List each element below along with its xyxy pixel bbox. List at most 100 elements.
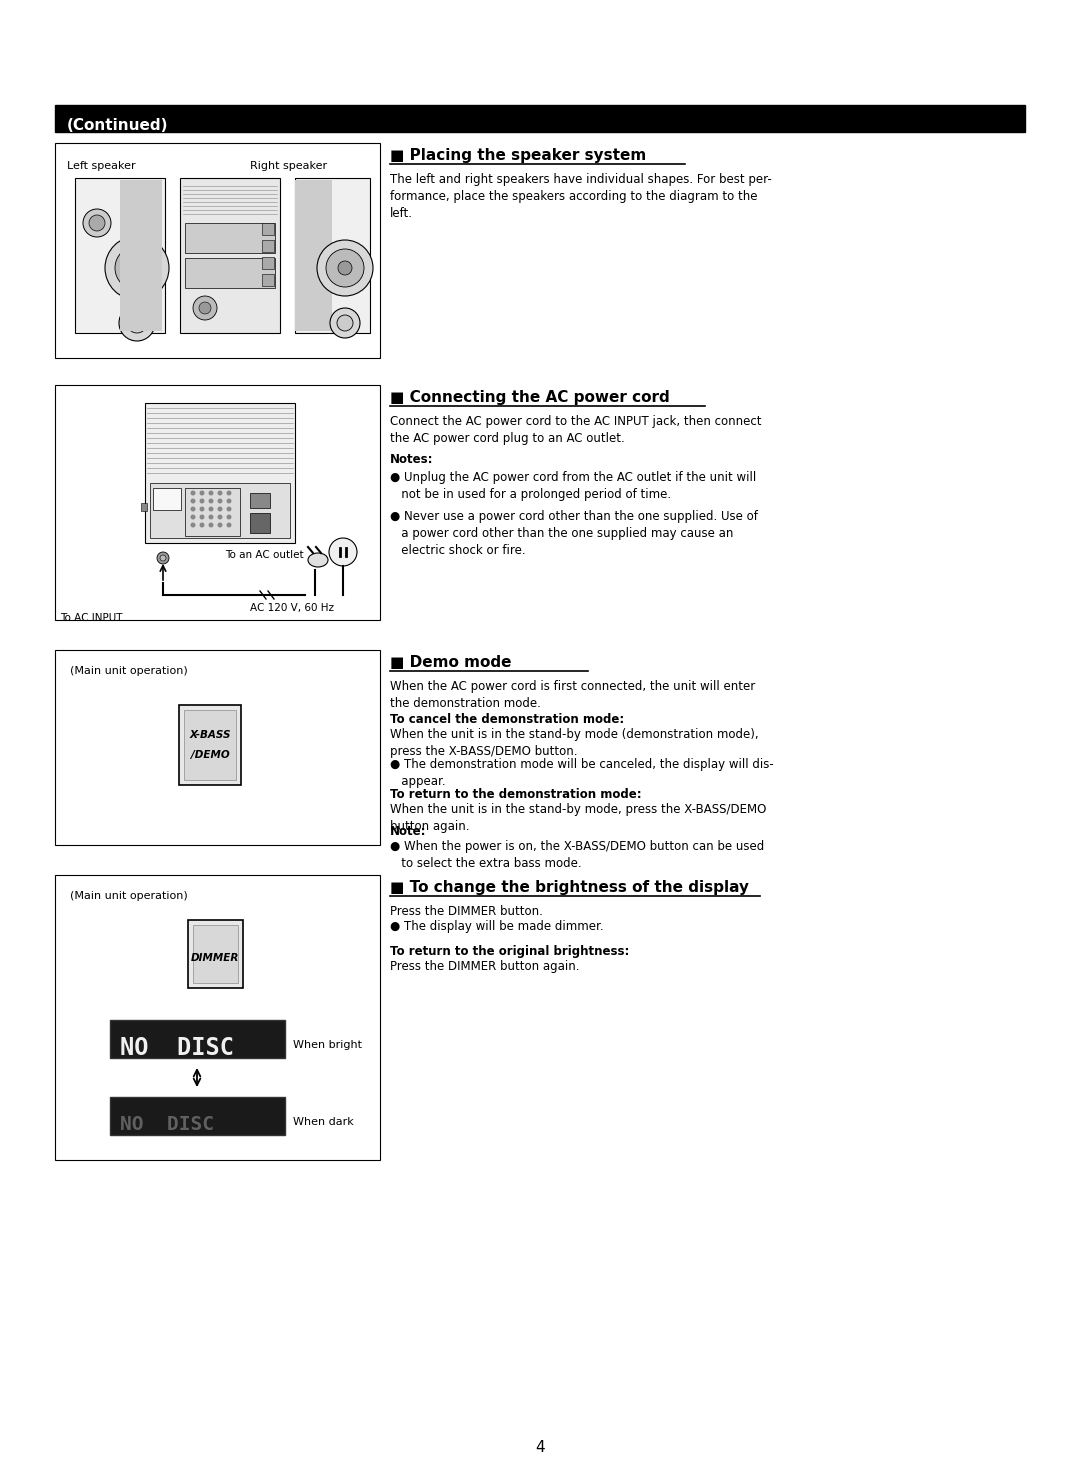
Text: NO  DISC: NO DISC <box>120 1115 214 1134</box>
Text: X-BASS: X-BASS <box>189 730 231 740</box>
Circle shape <box>200 514 204 520</box>
Circle shape <box>105 236 168 300</box>
Text: To an AC outlet: To an AC outlet <box>225 549 303 560</box>
Text: Notes:: Notes: <box>390 453 433 467</box>
Circle shape <box>127 313 147 332</box>
Text: Note:: Note: <box>390 826 427 837</box>
Circle shape <box>318 239 373 295</box>
Text: Connect the AC power cord to the AC INPUT jack, then connect
the AC power cord p: Connect the AC power cord to the AC INPU… <box>390 415 761 445</box>
Circle shape <box>193 295 217 321</box>
Bar <box>55 143 380 357</box>
Text: ■ Connecting the AC power cord: ■ Connecting the AC power cord <box>390 390 670 405</box>
Bar <box>150 483 291 538</box>
Text: ● Never use a power cord other than the one supplied. Use of
   a power cord oth: ● Never use a power cord other than the … <box>390 510 758 557</box>
Text: (Continued): (Continued) <box>67 118 168 133</box>
Circle shape <box>190 499 195 504</box>
Bar <box>55 874 380 1159</box>
Text: Press the DIMMER button again.: Press the DIMMER button again. <box>390 960 580 973</box>
Circle shape <box>338 261 352 275</box>
Circle shape <box>227 490 231 495</box>
Bar <box>75 179 165 332</box>
Bar <box>185 223 275 253</box>
Circle shape <box>114 247 159 289</box>
Circle shape <box>208 523 214 527</box>
Text: 4: 4 <box>536 1440 544 1455</box>
Circle shape <box>89 216 105 230</box>
Circle shape <box>160 555 166 561</box>
Circle shape <box>217 499 222 504</box>
Text: To return to the demonstration mode:: To return to the demonstration mode: <box>390 789 642 801</box>
Bar <box>262 275 274 287</box>
Text: To cancel the demonstration mode:: To cancel the demonstration mode: <box>390 713 624 727</box>
Text: /DEMO: /DEMO <box>191 750 229 761</box>
Text: Left speaker: Left speaker <box>67 161 136 171</box>
Circle shape <box>190 507 195 511</box>
Circle shape <box>326 250 364 287</box>
Circle shape <box>83 210 111 236</box>
Text: Right speaker: Right speaker <box>249 161 327 171</box>
Circle shape <box>200 490 204 495</box>
Bar <box>295 180 332 331</box>
Bar <box>188 920 243 988</box>
Bar <box>145 403 295 544</box>
Text: ● The demonstration mode will be canceled, the display will dis-
   appear.: ● The demonstration mode will be cancele… <box>390 758 773 789</box>
Text: ■ Demo mode: ■ Demo mode <box>390 654 512 671</box>
Circle shape <box>227 514 231 520</box>
Circle shape <box>217 523 222 527</box>
Text: When the unit is in the stand-by mode (demonstration mode),
press the X-BASS/DEM: When the unit is in the stand-by mode (d… <box>390 728 758 758</box>
Circle shape <box>157 552 168 564</box>
Text: ● When the power is on, the X-BASS/DEMO button can be used
   to select the extr: ● When the power is on, the X-BASS/DEMO … <box>390 840 765 870</box>
Bar <box>262 257 274 269</box>
Circle shape <box>227 499 231 504</box>
Circle shape <box>190 490 195 495</box>
Text: NO  DISC: NO DISC <box>120 1035 234 1060</box>
Circle shape <box>208 514 214 520</box>
Text: When bright: When bright <box>293 1040 362 1050</box>
Bar <box>120 180 162 331</box>
Bar <box>185 258 275 288</box>
Bar <box>179 705 241 784</box>
Text: DIMMER: DIMMER <box>191 953 239 963</box>
Bar <box>184 710 237 780</box>
Text: ● The display will be made dimmer.: ● The display will be made dimmer. <box>390 920 604 933</box>
Text: ■ To change the brightness of the display: ■ To change the brightness of the displa… <box>390 880 750 895</box>
Text: ● Unplug the AC power cord from the AC outlet if the unit will
   not be in used: ● Unplug the AC power cord from the AC o… <box>390 471 756 501</box>
Text: When the AC power cord is first connected, the unit will enter
the demonstration: When the AC power cord is first connecte… <box>390 679 755 710</box>
Circle shape <box>329 538 357 566</box>
Circle shape <box>330 309 360 338</box>
Bar <box>295 179 370 332</box>
Text: When dark: When dark <box>293 1117 354 1127</box>
Bar <box>141 504 147 511</box>
Circle shape <box>217 507 222 511</box>
Circle shape <box>200 499 204 504</box>
Bar <box>262 223 274 235</box>
Bar <box>110 1097 285 1134</box>
Bar <box>249 513 270 533</box>
Circle shape <box>200 523 204 527</box>
Bar <box>55 650 380 845</box>
Text: (Main unit operation): (Main unit operation) <box>70 891 188 901</box>
Text: The left and right speakers have individual shapes. For best per-
formance, plac: The left and right speakers have individ… <box>390 173 772 220</box>
Bar <box>110 1021 285 1058</box>
Text: To AC INPUT: To AC INPUT <box>60 613 122 623</box>
Bar <box>185 487 240 536</box>
Bar <box>55 385 380 620</box>
Text: Press the DIMMER button.: Press the DIMMER button. <box>390 905 543 919</box>
Circle shape <box>217 490 222 495</box>
Bar <box>262 239 274 253</box>
Text: ■ Placing the speaker system: ■ Placing the speaker system <box>390 148 646 162</box>
Ellipse shape <box>308 552 328 567</box>
Text: AC 120 V, 60 Hz: AC 120 V, 60 Hz <box>249 603 334 613</box>
Text: When the unit is in the stand-by mode, press the X-BASS/DEMO
button again.: When the unit is in the stand-by mode, p… <box>390 803 767 833</box>
Bar <box>249 493 270 508</box>
Circle shape <box>199 301 211 315</box>
Circle shape <box>208 499 214 504</box>
Circle shape <box>190 514 195 520</box>
Circle shape <box>119 304 156 341</box>
Bar <box>55 105 1025 131</box>
Bar <box>153 487 181 510</box>
Circle shape <box>337 315 353 331</box>
Text: (Main unit operation): (Main unit operation) <box>70 666 188 676</box>
Circle shape <box>190 523 195 527</box>
Circle shape <box>129 260 145 276</box>
